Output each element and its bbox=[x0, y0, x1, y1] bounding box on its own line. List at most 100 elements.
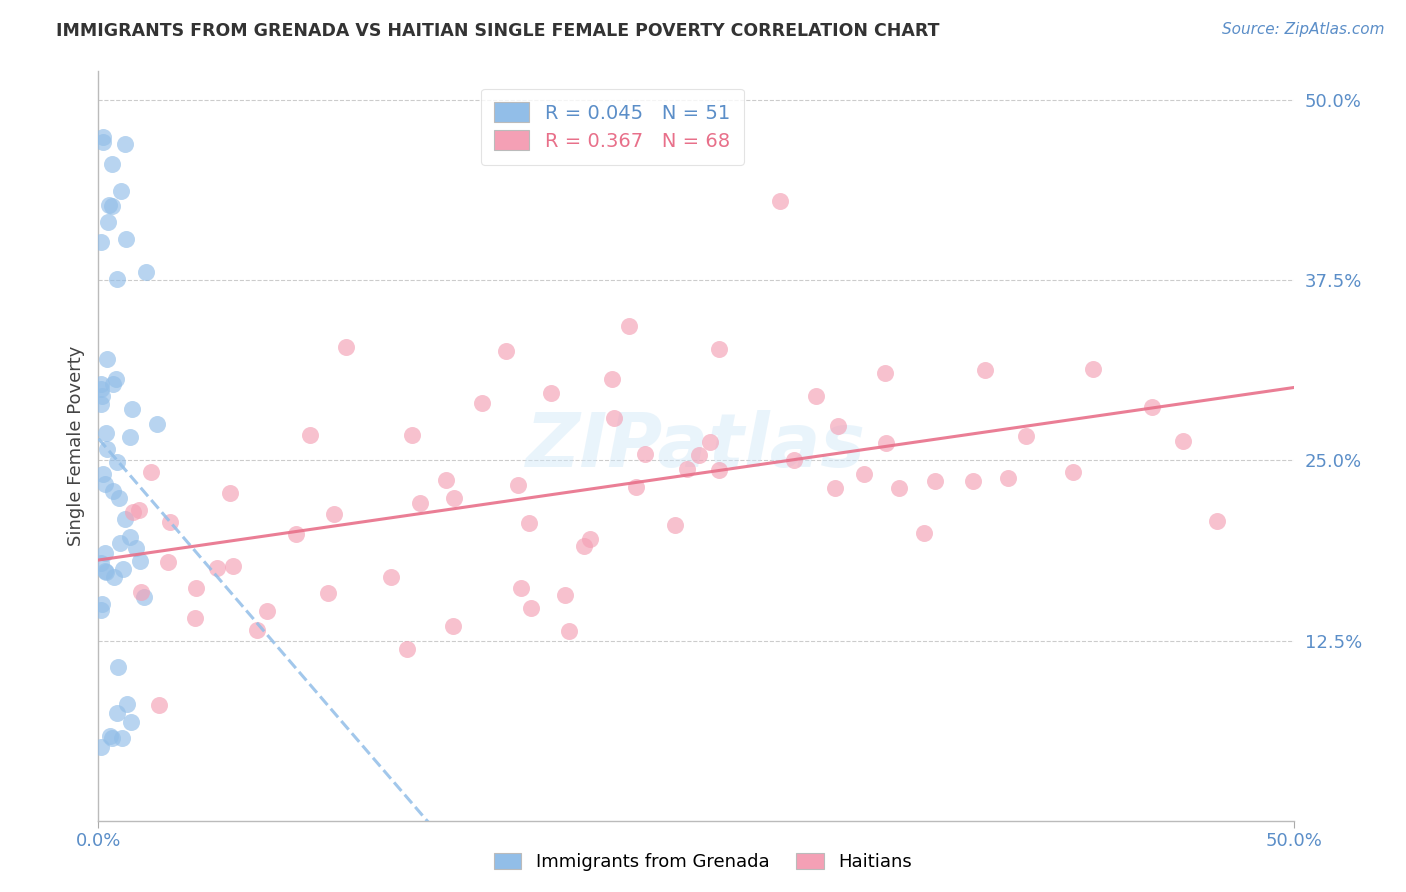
Point bbox=[156, 555, 179, 569]
Point bbox=[186, 581, 208, 595]
Point bbox=[924, 474, 946, 488]
Point bbox=[114, 136, 136, 151]
Point bbox=[91, 136, 114, 150]
Point bbox=[94, 476, 117, 491]
Point bbox=[105, 455, 128, 469]
Point bbox=[148, 698, 170, 713]
Point bbox=[97, 214, 120, 228]
Point bbox=[222, 559, 245, 574]
Point bbox=[395, 642, 418, 657]
Point bbox=[675, 462, 697, 476]
Point bbox=[912, 525, 935, 540]
Point bbox=[105, 272, 128, 286]
Point bbox=[111, 731, 134, 745]
Point bbox=[134, 590, 156, 604]
Point bbox=[824, 482, 846, 496]
Point bbox=[519, 601, 541, 615]
Point bbox=[114, 512, 136, 526]
Point bbox=[128, 554, 150, 568]
Point bbox=[107, 660, 129, 674]
Point bbox=[120, 530, 142, 544]
Point bbox=[510, 581, 533, 595]
Point bbox=[1205, 514, 1227, 528]
Point bbox=[997, 471, 1019, 485]
Point bbox=[1081, 361, 1104, 376]
Point bbox=[1062, 465, 1084, 479]
Point bbox=[108, 536, 131, 550]
Point bbox=[603, 410, 626, 425]
Point bbox=[94, 426, 117, 441]
Point bbox=[709, 463, 731, 477]
Point bbox=[91, 129, 114, 144]
Point bbox=[973, 363, 995, 377]
Point bbox=[554, 589, 576, 603]
Point bbox=[827, 418, 849, 433]
Point bbox=[401, 428, 423, 442]
Point bbox=[107, 491, 129, 506]
Point bbox=[110, 184, 132, 198]
Point bbox=[322, 507, 344, 521]
Point bbox=[768, 194, 790, 208]
Legend: Immigrants from Grenada, Haitians: Immigrants from Grenada, Haitians bbox=[486, 846, 920, 879]
Point bbox=[184, 611, 207, 625]
Point bbox=[104, 372, 127, 386]
Point bbox=[634, 447, 657, 461]
Point bbox=[887, 481, 910, 495]
Point bbox=[90, 602, 112, 616]
Point bbox=[380, 570, 402, 584]
Point bbox=[619, 318, 641, 333]
Point bbox=[441, 619, 464, 633]
Point bbox=[118, 430, 141, 444]
Point bbox=[506, 478, 529, 492]
Point bbox=[298, 428, 321, 442]
Point bbox=[159, 516, 181, 530]
Point bbox=[121, 402, 143, 417]
Point bbox=[90, 739, 112, 754]
Text: IMMIGRANTS FROM GRENADA VS HAITIAN SINGLE FEMALE POVERTY CORRELATION CHART: IMMIGRANTS FROM GRENADA VS HAITIAN SINGL… bbox=[56, 22, 939, 40]
Point bbox=[103, 570, 125, 584]
Point bbox=[408, 496, 430, 510]
Point bbox=[495, 344, 517, 359]
Point bbox=[1015, 429, 1038, 443]
Point bbox=[875, 436, 897, 450]
Point bbox=[101, 199, 124, 213]
Point bbox=[101, 376, 124, 391]
Point bbox=[90, 377, 112, 392]
Point bbox=[114, 232, 136, 246]
Point bbox=[128, 503, 150, 517]
Point bbox=[120, 715, 142, 730]
Point bbox=[246, 623, 269, 637]
Point bbox=[94, 546, 117, 560]
Text: ZIPatlas: ZIPatlas bbox=[526, 409, 866, 483]
Point bbox=[146, 417, 169, 431]
Point bbox=[318, 585, 340, 599]
Point bbox=[707, 342, 730, 356]
Point bbox=[90, 557, 112, 571]
Point bbox=[90, 382, 112, 396]
Point bbox=[115, 697, 138, 711]
Point bbox=[436, 473, 458, 487]
Point bbox=[285, 527, 308, 541]
Point bbox=[94, 566, 117, 580]
Point bbox=[875, 366, 897, 380]
Point bbox=[664, 518, 686, 533]
Point bbox=[443, 491, 465, 505]
Point bbox=[557, 624, 579, 638]
Point bbox=[540, 386, 562, 401]
Point bbox=[624, 480, 647, 494]
Point bbox=[105, 706, 128, 720]
Point bbox=[91, 597, 114, 611]
Point bbox=[335, 340, 357, 354]
Point bbox=[139, 466, 162, 480]
Point bbox=[129, 584, 152, 599]
Point bbox=[96, 352, 118, 367]
Point bbox=[98, 729, 121, 743]
Point bbox=[94, 564, 117, 578]
Point bbox=[517, 516, 540, 530]
Point bbox=[101, 731, 124, 745]
Y-axis label: Single Female Poverty: Single Female Poverty bbox=[66, 346, 84, 546]
Point bbox=[121, 505, 143, 519]
Point bbox=[471, 395, 494, 409]
Point bbox=[804, 389, 827, 403]
Point bbox=[124, 541, 146, 555]
